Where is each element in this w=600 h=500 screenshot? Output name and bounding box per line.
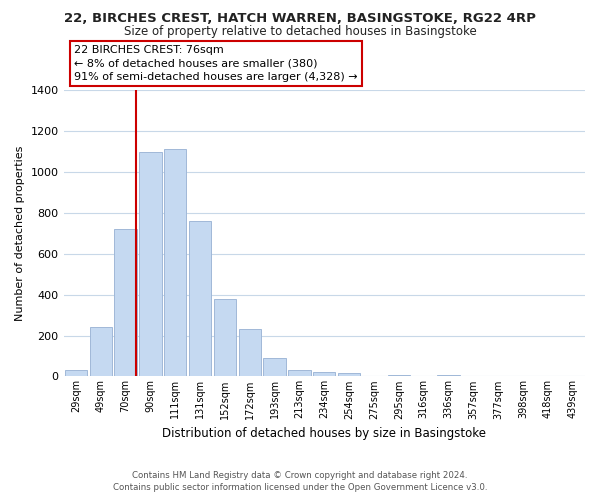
Bar: [214, 299, 236, 376]
Bar: [164, 148, 187, 376]
Bar: [139, 152, 161, 376]
Bar: [89, 328, 112, 376]
Bar: [115, 230, 137, 376]
X-axis label: Distribution of detached houses by size in Basingstoke: Distribution of detached houses by size …: [162, 427, 486, 440]
Bar: [263, 358, 286, 376]
Text: 22, BIRCHES CREST, HATCH WARREN, BASINGSTOKE, RG22 4RP: 22, BIRCHES CREST, HATCH WARREN, BASINGS…: [64, 12, 536, 26]
Bar: [239, 330, 261, 376]
Text: Contains HM Land Registry data © Crown copyright and database right 2024.
Contai: Contains HM Land Registry data © Crown c…: [113, 471, 487, 492]
Bar: [313, 372, 335, 376]
Bar: [338, 374, 360, 376]
Bar: [65, 370, 87, 376]
Bar: [288, 370, 311, 376]
Bar: [189, 221, 211, 376]
Text: 22 BIRCHES CREST: 76sqm
← 8% of detached houses are smaller (380)
91% of semi-de: 22 BIRCHES CREST: 76sqm ← 8% of detached…: [74, 46, 358, 82]
Text: Size of property relative to detached houses in Basingstoke: Size of property relative to detached ho…: [124, 25, 476, 38]
Y-axis label: Number of detached properties: Number of detached properties: [15, 146, 25, 321]
